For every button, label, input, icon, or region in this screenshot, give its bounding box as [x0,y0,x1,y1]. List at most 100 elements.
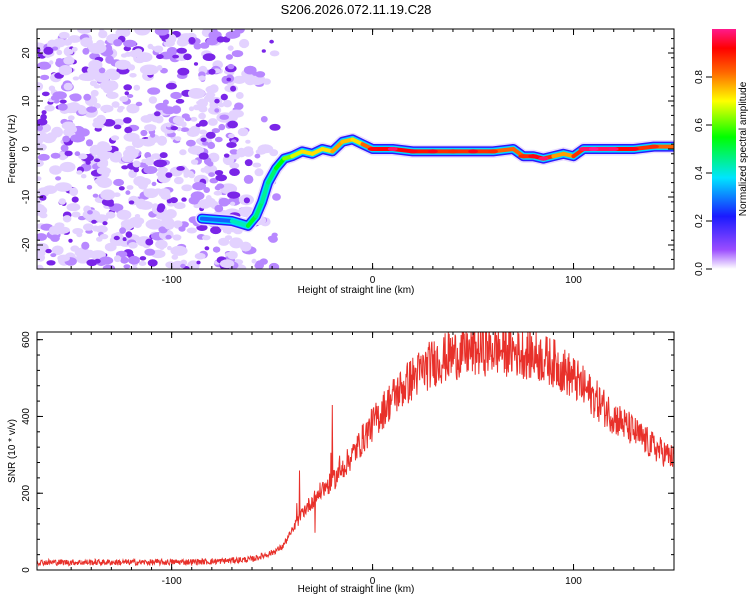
noise-blob [186,139,196,147]
noise-blob [131,266,138,269]
noise-blob [112,85,118,90]
colorbar-gradient [712,29,736,269]
noise-blob [159,152,168,159]
noise-blob [82,47,90,55]
noise-blob [120,219,137,229]
noise-blob [103,145,113,152]
noise-blob [63,82,73,91]
noise-blob [100,189,116,201]
noise-blob [200,137,207,142]
noise-blob [244,159,253,167]
noise-blob [113,192,121,197]
noise-blob [71,196,79,203]
noise-blob [243,65,257,75]
noise-blob [150,153,162,160]
noise-blob [113,118,125,127]
ridge-peak [648,144,659,149]
noise-blob [165,261,176,269]
noise-blob [199,42,210,49]
ridge-peak [518,154,529,159]
noise-blob [224,235,233,241]
noise-blob [106,91,119,99]
noise-blob [268,262,280,269]
noise-blob [230,85,237,92]
noise-blob [102,264,116,269]
noise-blob [57,254,70,262]
noise-blob [225,31,239,39]
noise-blob [46,132,58,141]
noise-blob [138,261,147,266]
noise-blob [48,225,62,236]
noise-blob [160,67,168,74]
noise-blob [267,235,276,241]
noise-blob [104,242,117,252]
noise-blob [208,31,218,40]
noise-blob [235,92,244,99]
noise-blob [57,226,68,235]
noise-blob [193,104,201,111]
ridge-peak [538,156,549,161]
noise-blob [91,219,97,224]
ridge-peak [427,149,438,154]
noise-blob [155,102,168,111]
y-tick-label: -10 [21,189,32,204]
noise-blob [203,164,218,175]
noise-blob [54,182,72,192]
noise-blob [69,93,82,102]
noise-blob [207,141,216,150]
noise-blob [228,133,235,139]
noise-blob [172,54,180,59]
noise-blob [67,115,75,121]
noise-blob [144,124,157,132]
noise-blob [96,177,113,189]
noise-blob [208,68,216,75]
noise-blob [180,121,187,128]
noise-blob [192,182,207,191]
noise-blob [143,188,150,194]
noise-blob [244,75,256,86]
noise-blob [220,93,228,101]
noise-blob [223,153,230,158]
y-tick-label: 0 [21,567,32,573]
ridge-peak [407,149,418,154]
noise-blob [153,159,167,168]
noise-blob [51,245,64,256]
noise-blob [141,158,148,163]
noise-blob [58,198,66,205]
noise-blob [202,235,211,241]
noise-blob [174,136,182,142]
noise-blob [140,129,148,137]
ridge-segment [246,214,258,228]
noise-blob [102,221,108,226]
noise-blob [50,152,61,159]
ridge-segment [260,180,271,204]
noise-blob [78,153,88,160]
noise-blob [146,113,155,119]
noise-blob [125,231,133,238]
noise-blob [165,172,173,178]
noise-blob [37,264,44,269]
noise-blob [254,153,261,159]
noise-blob [170,91,182,100]
noise-blob [206,37,219,46]
noise-blob [148,96,158,104]
noise-blob [188,196,200,205]
noise-blob [211,128,221,134]
noise-blob [157,166,168,173]
noise-blob [93,103,101,109]
noise-blob [251,258,257,264]
noise-blob [194,252,206,260]
noise-blob [119,227,126,234]
noise-blob [59,99,67,104]
noise-blob [116,209,132,220]
colorbar-tick-label: 0.6 [694,118,705,132]
noise-blob [170,245,188,256]
noise-blob [117,105,125,110]
noise-blob [214,108,220,113]
noise-blob [151,46,156,51]
noise-blob [122,237,127,242]
noise-blob [80,37,93,48]
noise-blob [50,234,60,242]
noise-blob [203,187,210,193]
noise-blob [80,174,87,179]
